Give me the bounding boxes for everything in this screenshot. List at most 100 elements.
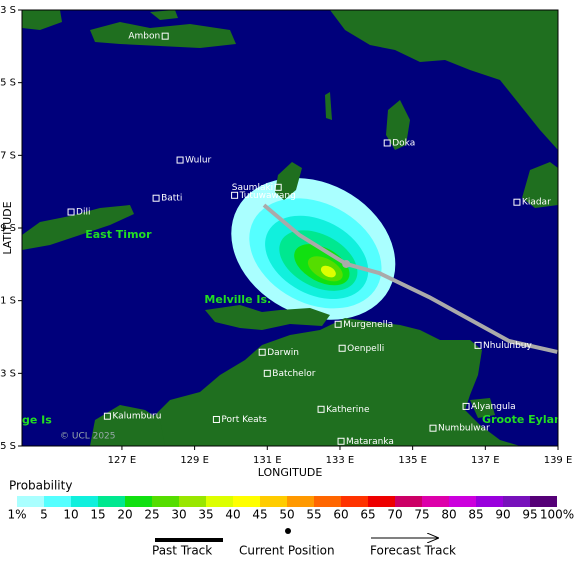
x-tick-label: 133 E: [326, 455, 355, 466]
current-position: [342, 259, 351, 268]
color-swatch: [44, 496, 71, 507]
place-label: Darwin: [267, 348, 299, 358]
past-track-label: Past Track: [152, 544, 212, 558]
color-label: 25: [144, 508, 159, 522]
x-tick-label: 139 E: [544, 455, 573, 466]
place-marker: [258, 348, 266, 356]
forecast-track-label: Forecast Track: [370, 544, 456, 558]
y-tick-label: 9 S: [0, 223, 16, 234]
color-label: 60: [333, 508, 348, 522]
y-tick-label: 3 S: [0, 5, 16, 16]
region-label: ge Is: [22, 414, 52, 427]
place-label: Alyangula: [471, 402, 516, 412]
place-marker: [274, 183, 282, 191]
color-label: 50: [279, 508, 294, 522]
y-tick-label: 15 S: [0, 441, 16, 452]
color-swatch: [476, 496, 503, 507]
past-track: [262, 203, 348, 266]
place-marker: [513, 198, 521, 206]
color-label: 75: [414, 508, 429, 522]
place-marker: [317, 405, 325, 413]
color-swatch: [152, 496, 179, 507]
color-label: 20: [117, 508, 132, 522]
color-label: 5: [40, 508, 48, 522]
x-tick-label: 135 E: [398, 455, 427, 466]
color-label: 55: [306, 508, 321, 522]
color-swatch: [314, 496, 341, 507]
x-tick-label: 127 E: [108, 455, 137, 466]
y-tick-label: 11 S: [0, 296, 16, 307]
y-axis-label: LATITUDE: [1, 201, 14, 254]
x-tick-label: 137 E: [471, 455, 500, 466]
place-marker: [161, 32, 169, 40]
region-label: Melville Is.: [204, 293, 271, 306]
place-label: Murgenella: [343, 320, 393, 330]
place-marker: [429, 424, 437, 432]
place-marker: [474, 341, 482, 349]
color-swatch: [179, 496, 206, 507]
color-swatch: [422, 496, 449, 507]
region-label: East Timor: [85, 228, 152, 241]
color-swatch: [233, 496, 260, 507]
place-label: Batti: [161, 194, 182, 204]
forecast-track: [345, 262, 558, 354]
place-label: Doka: [392, 138, 415, 148]
region-label: Groote Eylandt: [482, 413, 575, 426]
place-marker: [337, 437, 345, 445]
color-label: 100%: [540, 508, 574, 522]
y-tick-label: 13 S: [0, 368, 16, 379]
place-label: Wulur: [185, 156, 211, 166]
color-swatch: [71, 496, 98, 507]
color-label: 30: [171, 508, 186, 522]
color-swatch: [341, 496, 368, 507]
place-marker: [103, 412, 111, 420]
place-marker: [338, 344, 346, 352]
x-tick-label: 129 E: [180, 455, 209, 466]
place-label: Tutuwawang: [239, 191, 296, 201]
place-label: Kalumburu: [112, 412, 161, 422]
place-label: Saumlaki: [232, 183, 273, 193]
color-label: 80: [441, 508, 456, 522]
color-swatch: [260, 496, 287, 507]
place-label: Port Keats: [221, 415, 267, 425]
color-swatch: [287, 496, 314, 507]
color-label: 40: [225, 508, 240, 522]
color-swatch: [98, 496, 125, 507]
place-marker: [334, 320, 342, 328]
place-marker: [67, 208, 75, 216]
x-axis-label: LONGITUDE: [258, 466, 323, 479]
color-label: 85: [468, 508, 483, 522]
color-label: 45: [252, 508, 267, 522]
current-position-label: Current Position: [239, 544, 335, 558]
copyright: © UCL 2025: [60, 432, 116, 442]
color-swatch: [503, 496, 530, 507]
color-label: 95: [522, 508, 537, 522]
color-label: 70: [387, 508, 402, 522]
place-marker: [176, 156, 184, 164]
color-swatch: [449, 496, 476, 507]
probability-field: [231, 177, 396, 320]
color-swatch: [125, 496, 152, 507]
color-label: 90: [495, 508, 510, 522]
y-tick-label: 7 S: [0, 150, 16, 161]
color-swatch: [17, 496, 44, 507]
color-label: 1%: [7, 508, 26, 522]
place-label: Dili: [76, 208, 90, 218]
place-marker: [263, 369, 271, 377]
place-label: Batchelor: [272, 369, 315, 379]
current-position-key: [285, 528, 291, 534]
color-swatch: [368, 496, 395, 507]
color-swatch: [206, 496, 233, 507]
place-label: Ambon: [128, 32, 160, 42]
land: [22, 10, 558, 446]
place-marker: [212, 415, 220, 423]
place-marker: [231, 191, 239, 199]
place-marker: [383, 139, 391, 147]
place-label: Nhulunbuy: [483, 341, 532, 351]
color-label: 65: [360, 508, 375, 522]
legend-title: Probability: [9, 479, 72, 493]
place-label: Mataranka: [346, 437, 394, 447]
color-label: 35: [198, 508, 213, 522]
